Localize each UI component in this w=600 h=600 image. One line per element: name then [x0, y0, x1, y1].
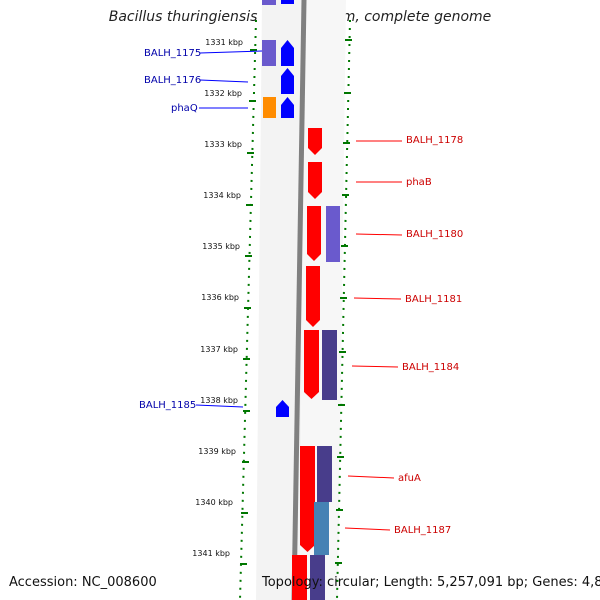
gene-label-left[interactable]: BALH_1175 [144, 48, 201, 59]
gene-arrow-forward[interactable] [306, 266, 320, 327]
gene-cog-feature[interactable] [317, 446, 332, 502]
label-leader-line [347, 475, 395, 479]
gene-label-right[interactable]: BALH_1187 [394, 525, 451, 536]
gene-teal-feature[interactable] [314, 502, 329, 555]
gene-arrow-forward[interactable] [292, 555, 307, 600]
tick-label: 1337 kbp [200, 345, 238, 354]
label-leader-line [351, 365, 399, 368]
gene-label-left[interactable]: phaQ [171, 103, 198, 114]
gene-label-right[interactable]: BALH_1178 [406, 135, 463, 146]
tick-label: 1339 kbp [198, 447, 236, 456]
label-leader-line [199, 79, 249, 83]
gene-label-right[interactable]: phaB [406, 177, 432, 188]
gene-arrow-forward[interactable] [308, 128, 322, 155]
gene-label-left[interactable]: BALH_1185 [139, 400, 196, 411]
tick-label: 1336 kbp [201, 293, 239, 302]
gene-cog-feature[interactable] [262, 40, 276, 66]
gene-cog-feature[interactable] [322, 330, 337, 400]
gene-arrow-forward[interactable] [304, 330, 319, 399]
topology-summary: Topology: circular; Length: 5,257,091 bp… [262, 575, 600, 590]
right-tick-marks [335, 39, 352, 564]
genome-backbone [291, 0, 307, 600]
gene-cog-feature[interactable] [262, 0, 276, 5]
tick-label: 1331 kbp [205, 38, 243, 47]
gene-arrow-forward[interactable] [308, 162, 322, 199]
label-leader-line [199, 50, 263, 54]
tick-label: 1334 kbp [203, 191, 241, 200]
gene-arrow-forward[interactable] [300, 446, 315, 552]
forward-strand-genes [292, 128, 340, 600]
gene-label-right[interactable]: BALH_1181 [405, 294, 462, 305]
accession-label: Accession: NC_008600 [9, 575, 157, 590]
tick-label: 1333 kbp [204, 140, 242, 149]
gene-arrow-reverse[interactable] [281, 40, 294, 66]
right-dotted-guide [336, 19, 351, 600]
left-dotted-guide [239, 19, 257, 600]
gene-label-right[interactable]: BALH_1184 [402, 362, 459, 373]
label-leader-line [344, 527, 391, 531]
tick-label: 1332 kbp [204, 89, 242, 98]
gene-label-left[interactable]: BALH_1176 [144, 75, 201, 86]
tick-label: 1341 kbp [192, 549, 230, 558]
tick-label: 1335 kbp [202, 242, 240, 251]
inner-track-band [256, 0, 304, 600]
left-tick-marks [240, 49, 257, 565]
label-leader-line [355, 233, 403, 236]
tick-label: 1340 kbp [195, 498, 233, 507]
gene-cog-feature[interactable] [310, 555, 325, 600]
gene-arrow-reverse[interactable] [281, 68, 294, 94]
gene-arrow-reverse[interactable] [281, 97, 294, 118]
gene-arrow-forward[interactable] [307, 206, 321, 261]
gene-arrow-reverse[interactable] [281, 0, 294, 4]
label-leader-line [353, 297, 402, 300]
label-leader-line [195, 404, 244, 408]
tick-label: 1338 kbp [200, 396, 238, 405]
reverse-strand-genes [262, 0, 294, 417]
gene-arrow-reverse[interactable] [276, 400, 289, 417]
gene-label-right[interactable]: BALH_1180 [406, 229, 463, 240]
gene-label-right[interactable]: afuA [398, 473, 421, 484]
gene-orange-feature[interactable] [263, 97, 276, 118]
gene-cog-feature[interactable] [326, 206, 340, 262]
